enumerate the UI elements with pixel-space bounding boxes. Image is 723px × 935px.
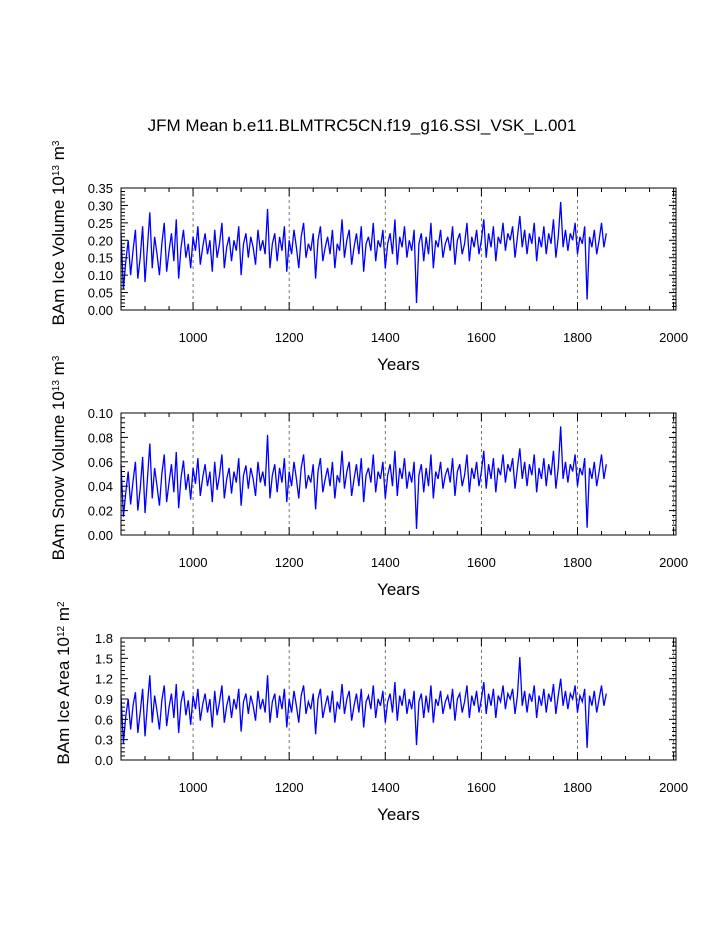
panel-snow-volume-ticks: 1000 1200 1400 1600 1800 2000 0.00 0.02 0.04 0.06…	[88, 406, 688, 570]
snow-volume-ylabel-unit: m	[49, 361, 68, 380]
panel-snow-volume-frame	[120, 412, 677, 536]
panel-ice-volume-x-tick-label: 2000	[659, 330, 688, 345]
panel-ice-area-y-tick-label: 0.0	[95, 753, 113, 768]
panel-ice-area-x-tick-label: 1000	[179, 780, 208, 795]
panel-ice-area-x-tick-label: 1400	[371, 780, 400, 795]
chart-title: JFM Mean b.e11.BLMTRC5CN.f19_g16.SSI_VSK…	[148, 116, 577, 135]
panel-ice-area-y-tick-label: 1.2	[95, 672, 113, 687]
panel-snow-volume-x-tick-label: 1200	[275, 555, 304, 570]
ice-area-ylabel-unit-exp: 2	[56, 601, 67, 607]
ice-volume-series-line	[120, 201, 607, 304]
panel-ice-volume-frame	[120, 187, 677, 311]
panel-ice-area-y-tick-label: 0.9	[95, 692, 113, 707]
ice-area-series-line	[120, 656, 607, 748]
panel-snow-volume-x-tick-label: 1600	[467, 555, 496, 570]
panel-ice-volume-y-tick-label: 0.20	[88, 233, 113, 248]
panel-snow-volume-y-axis-title: BAm Snow Volume 1013 m3	[49, 355, 68, 560]
ice-volume-ylabel-unit: m	[49, 146, 68, 165]
panel-ice-volume-y-tick-label: 0.10	[88, 268, 113, 283]
panel-snow-volume-y-tick-label: 0.00	[88, 528, 113, 543]
panel-ice-volume-x-axis-title: Years	[377, 355, 420, 374]
panel-snow-volume-y-tick-label: 0.08	[88, 430, 113, 445]
ice-volume-ylabel-unit-exp: 3	[51, 140, 62, 146]
panel-ice-volume-y-tick-label: 0.00	[88, 303, 113, 318]
panel-snow-volume-x-tick-label: 1800	[563, 555, 592, 570]
ice-area-ylabel-unit: m	[54, 607, 73, 626]
ice-area-ylabel-exp: 12	[56, 625, 67, 637]
ice-volume-ylabel-exp: 13	[51, 165, 62, 177]
panel-ice-area-x-tick-label: 1600	[467, 780, 496, 795]
panel-ice-volume-y-tick-label: 0.25	[88, 216, 113, 231]
panel-snow-volume-x-axis-title: Years	[377, 580, 420, 599]
panel-ice-volume-y-tick-label: 0.30	[88, 198, 113, 213]
panel-ice-volume-x-tick-label: 1000	[179, 330, 208, 345]
panel-ice-volume-ticks: 1000 1200 1400 1600 1800 2000 0.00 0.05 0.10 0.15…	[88, 181, 688, 345]
snow-volume-ylabel-unit-exp: 3	[51, 355, 62, 361]
panel-ice-volume-y-tick-label: 0.15	[88, 251, 113, 266]
panel-ice-area-grid	[192, 638, 674, 760]
snow-volume-series-line	[120, 426, 607, 529]
panel-snow-volume-y-tick-label: 0.10	[88, 406, 113, 421]
panel-ice-area-x-tick-label: 1800	[563, 780, 592, 795]
panel-ice-volume-y-tick-label: 0.05	[88, 286, 113, 301]
panel-snow-volume-x-tick-label: 2000	[659, 555, 688, 570]
panel-snow-volume: 1000 1200 1400 1600 1800 2000 0.00 0.02 0.04 0.06…	[49, 355, 688, 599]
panel-ice-volume-y-tick-label: 0.35	[88, 181, 113, 196]
snow-volume-ylabel-exp: 13	[51, 380, 62, 392]
ice-area-ylabel-text: BAm Ice Area 10	[54, 637, 73, 765]
panel-snow-volume-x-tick-label: 1400	[371, 555, 400, 570]
panel-ice-volume-x-tick-label: 1400	[371, 330, 400, 345]
panel-ice-area-y-tick-label: 1.5	[95, 651, 113, 666]
panel-ice-area-x-tick-label: 1200	[275, 780, 304, 795]
panel-ice-area-y-axis-title: BAm Ice Area 1012 m2	[54, 601, 73, 765]
panel-snow-volume-y-tick-label: 0.04	[88, 479, 113, 494]
ice-volume-ylabel-text: BAm Ice Volume 10	[49, 176, 68, 325]
panel-ice-area-y-tick-label: 0.6	[95, 712, 113, 727]
panel-ice-area-x-axis-title: Years	[377, 805, 420, 824]
panel-ice-area: 1000 1200 1400 1600 1800 2000 0.0 0.3 0.6 0.9 1.2 1…	[54, 601, 688, 824]
panel-ice-area-y-tick-label: 0.3	[95, 733, 113, 748]
panel-ice-volume-x-tick-label: 1600	[467, 330, 496, 345]
panel-snow-volume-y-tick-label: 0.02	[88, 504, 113, 519]
panel-ice-volume-x-tick-label: 1800	[563, 330, 592, 345]
panel-ice-volume: 1000 1200 1400 1600 1800 2000 0.00 0.05 0.10 0.15…	[49, 140, 688, 374]
panel-snow-volume-x-tick-label: 1000	[179, 555, 208, 570]
panel-ice-area-y-tick-label: 1.8	[95, 631, 113, 646]
panel-ice-area-ticks: 1000 1200 1400 1600 1800 2000 0.0 0.3 0.6 0.9 1.2 1…	[95, 631, 688, 795]
panel-ice-volume-y-axis-title: BAm Ice Volume 1013 m3	[49, 140, 68, 325]
panel-ice-volume-x-tick-label: 1200	[275, 330, 304, 345]
panel-ice-area-x-tick-label: 2000	[659, 780, 688, 795]
snow-volume-ylabel-text: BAm Snow Volume 10	[49, 391, 68, 560]
panel-snow-volume-y-tick-label: 0.06	[88, 455, 113, 470]
